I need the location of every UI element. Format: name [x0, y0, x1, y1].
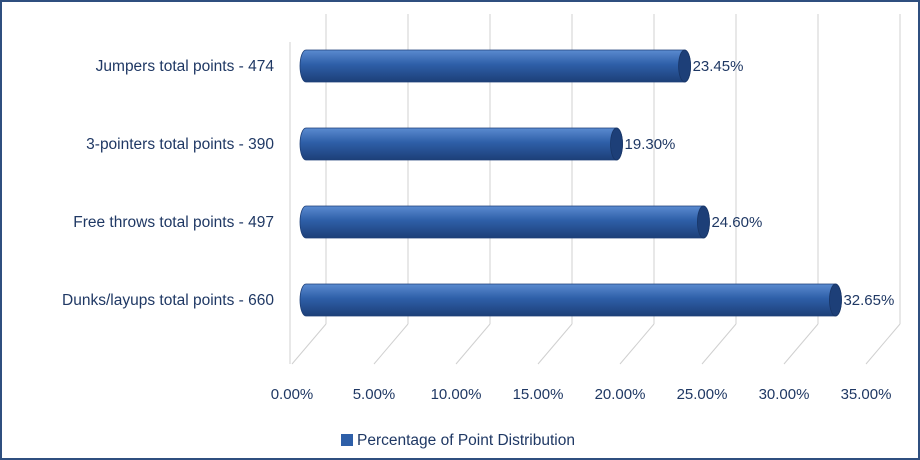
gridline-floor [619, 323, 655, 365]
gridline-floor [865, 323, 901, 365]
bar-cap [697, 205, 710, 239]
bar-cap [829, 283, 842, 317]
legend-label: Percentage of Point Distribution [357, 432, 575, 449]
bar [299, 49, 691, 83]
x-tick-label: 25.00% [677, 386, 728, 403]
gridline-floor [783, 323, 819, 365]
legend: Percentage of Point Distribution [341, 432, 575, 449]
bar-cap [610, 127, 623, 161]
data-label: 24.60% [711, 214, 762, 231]
legend-swatch [341, 434, 353, 446]
x-tick-label: 30.00% [759, 386, 810, 403]
x-tick-label: 0.00% [271, 386, 314, 403]
gridline-floor [291, 323, 327, 365]
bar [299, 283, 842, 317]
bar [299, 205, 710, 239]
x-tick-label: 10.00% [431, 386, 482, 403]
category-label: 3-pointers total points - 390 [86, 136, 274, 153]
gridline-floor [373, 323, 409, 365]
gridline-floor [701, 323, 737, 365]
x-tick-label: 5.00% [353, 386, 396, 403]
x-tick-label: 35.00% [841, 386, 892, 403]
x-tick-label: 20.00% [595, 386, 646, 403]
category-label: Jumpers total points - 474 [96, 58, 275, 75]
category-label: Dunks/layups total points - 660 [62, 292, 274, 309]
data-label: 23.45% [693, 58, 744, 75]
bar [299, 127, 623, 161]
data-label: 32.65% [843, 292, 894, 309]
category-label: Free throws total points - 497 [73, 214, 274, 231]
gridline-floor [455, 323, 491, 365]
x-tick-label: 15.00% [513, 386, 564, 403]
gridline-floor [537, 323, 573, 365]
data-label: 19.30% [625, 136, 676, 153]
bar-cap [678, 49, 691, 83]
